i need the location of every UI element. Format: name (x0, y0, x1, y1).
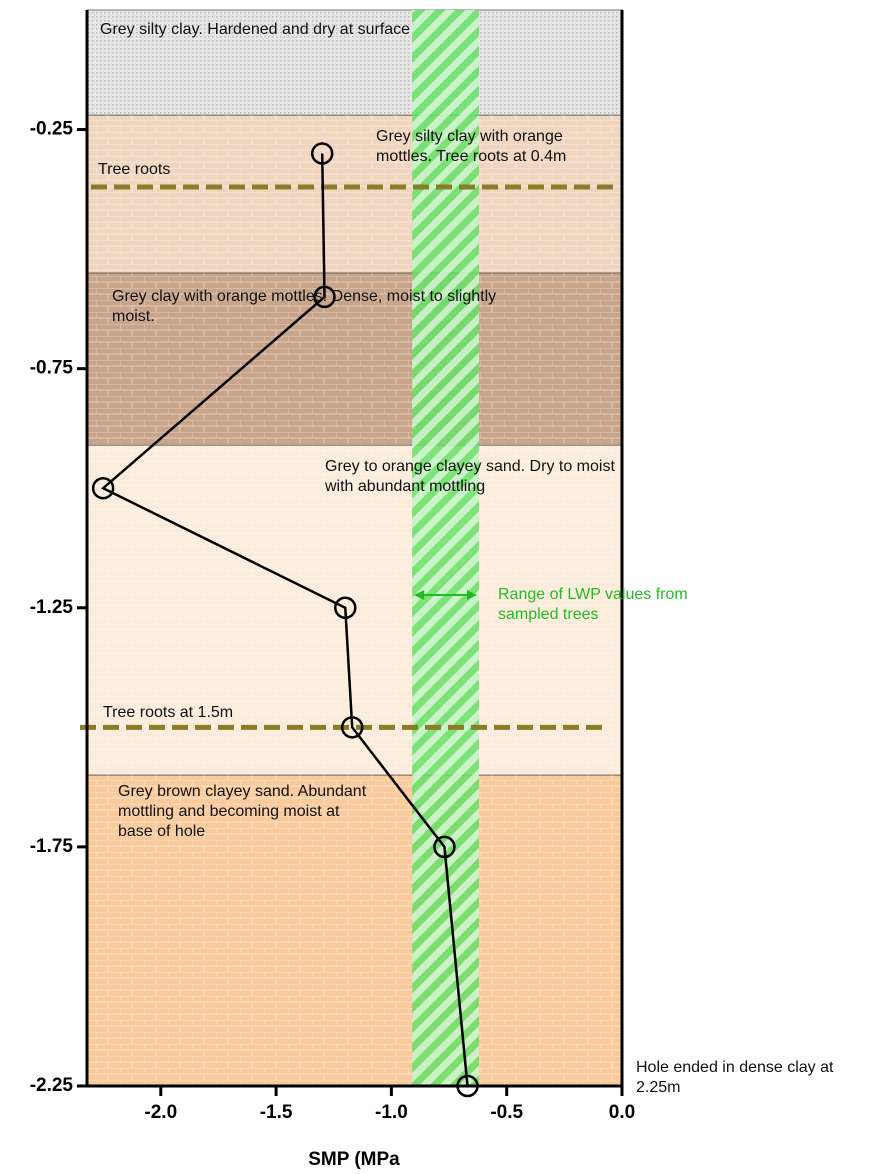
layer-label: Grey brown clayey sand. Abundant mottlin… (118, 782, 368, 842)
roots-label: Tree roots at 1.5m (103, 703, 353, 723)
x-tick-label: -1.5 (260, 1102, 293, 1123)
y-tick-label: -1.25 (30, 597, 74, 618)
lwp-hatch (412, 10, 479, 1086)
x-tick-label: -0.5 (490, 1102, 523, 1123)
layer-label: Grey silty clay with orange mottles. Tre… (376, 127, 621, 167)
end-note: Hole ended in dense clay at 2.25m (636, 1058, 876, 1098)
x-axis-title: SMP (MPa (308, 1149, 400, 1170)
y-tick-label: -0.25 (30, 119, 74, 140)
y-tick-label: -1.75 (30, 836, 74, 857)
x-tick-label: 0.0 (609, 1102, 635, 1123)
roots-label: Tree roots (98, 160, 298, 180)
x-tick-label: -1.0 (375, 1102, 408, 1123)
lwp-label: Range of LWP values from sampled trees (498, 585, 738, 625)
y-tick-label: -0.75 (30, 358, 74, 379)
layer-label: Grey to orange clayey sand. Dry to moist… (325, 457, 620, 497)
x-tick-label: -2.0 (144, 1102, 177, 1123)
page: -0.25 -0.75 -1.25 -1.75 -2.25 -2.0 -1.5 -1.0 -0.… (0, 0, 880, 1174)
layer-label: Grey clay with orange mottles. Dense, mo… (112, 287, 542, 327)
layer-label: Grey silty clay. Hardened and dry at sur… (100, 20, 520, 40)
y-tick-label: -2.25 (30, 1075, 74, 1096)
